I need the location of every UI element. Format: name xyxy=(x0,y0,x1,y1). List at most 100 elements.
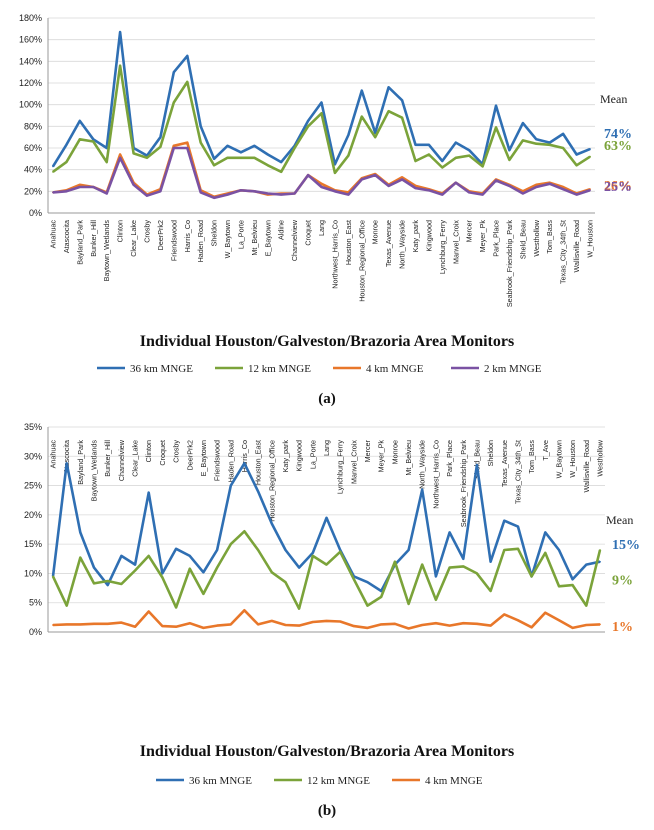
data-point-b-36km xyxy=(134,563,136,566)
data-point-a-36km xyxy=(105,147,108,149)
data-point-a-36km xyxy=(401,99,403,102)
data-point-a-12km xyxy=(280,170,283,173)
x-tick-label-a: Wallisville_Road xyxy=(572,220,581,272)
x-tick-label-b: Texas_Avenue xyxy=(500,440,509,487)
data-point-a-36km xyxy=(562,133,565,135)
x-tick-label-a: Northwest_Harris_Co xyxy=(330,220,339,289)
data-point-a-36km xyxy=(199,125,202,128)
data-point-b-4km xyxy=(134,625,136,628)
data-point-b-12km xyxy=(161,576,164,579)
data-point-a-36km xyxy=(92,138,95,141)
data-point-b-12km xyxy=(257,549,260,551)
x-tick-label-b: Anahuac xyxy=(49,440,58,469)
mean-value-a-36km: 74% xyxy=(604,127,632,142)
data-point-a-2km xyxy=(146,194,148,197)
mean-value-a-4km: 26% xyxy=(604,179,632,194)
data-point-b-36km xyxy=(93,566,95,569)
x-tick-label-a: Aldine xyxy=(277,220,286,240)
data-point-a-12km xyxy=(495,126,497,129)
y-tick-label-b: 25% xyxy=(24,481,42,491)
x-tick-label-b: Northwest_Harris_Co xyxy=(431,440,440,509)
x-tick-label-a: Houston_Regional_Office xyxy=(357,220,366,302)
data-point-a-2km xyxy=(226,193,229,196)
data-point-b-36km xyxy=(257,490,260,493)
data-point-b-4km xyxy=(325,619,328,622)
data-point-a-2km xyxy=(495,179,497,182)
data-point-a-36km xyxy=(441,160,444,162)
x-tick-label-a: Lynchburg_Ferry xyxy=(438,220,447,274)
x-tick-label-b: Clinton xyxy=(144,440,153,462)
data-point-b-36km xyxy=(571,578,574,581)
data-point-a-12km xyxy=(334,172,336,174)
x-tick-label-a: Anahuac xyxy=(49,220,58,249)
data-point-a-12km xyxy=(293,147,296,149)
data-point-a-36km xyxy=(213,157,216,160)
data-point-b-36km xyxy=(298,566,301,569)
data-point-b-12km xyxy=(229,543,232,546)
y-tick-label-a: 180% xyxy=(19,13,42,23)
data-point-b-4km xyxy=(599,623,601,626)
x-tick-label-a: Tom_Bass xyxy=(545,220,554,254)
y-tick-label-a: 120% xyxy=(19,78,42,88)
x-tick-label-b: Clear_Lake xyxy=(131,440,140,477)
data-point-a-36km xyxy=(508,149,511,152)
data-point-a-12km xyxy=(401,116,403,119)
mean-value-b-36km: 15% xyxy=(612,538,640,553)
data-point-b-36km xyxy=(79,531,82,534)
y-tick-label-b: 20% xyxy=(24,510,42,520)
data-point-a-2km xyxy=(468,191,471,194)
x-tick-label-b: Manvel_Croix xyxy=(349,440,358,484)
x-tick-label-b: Seabrook_Friendship_Park xyxy=(459,440,468,528)
x-tick-label-b: La_Porte xyxy=(308,440,317,469)
x-tick-label-a: Crosby xyxy=(142,220,151,243)
data-point-b-4km xyxy=(161,625,164,628)
data-point-b-12km xyxy=(352,578,355,581)
x-tick-label-b: Texas_City_34th_St xyxy=(513,440,522,504)
data-point-b-12km xyxy=(120,583,123,585)
y-tick-label-a: 60% xyxy=(24,143,42,153)
y-tick-label-b: 0% xyxy=(29,627,42,637)
y-tick-label-b: 30% xyxy=(24,451,42,461)
data-point-b-4km xyxy=(216,624,219,627)
data-point-a-12km xyxy=(307,125,309,128)
data-point-b-4km xyxy=(243,609,246,612)
data-point-b-12km xyxy=(311,554,314,557)
mean-value-a-2km: 25% xyxy=(604,180,632,195)
data-point-a-12km xyxy=(521,139,524,142)
data-point-a-2km xyxy=(213,196,216,199)
mean-value-b-12km: 9% xyxy=(612,573,633,588)
x-tick-label-a: Houston_East xyxy=(344,220,353,265)
data-point-b-12km xyxy=(339,550,342,553)
x-tick-label-a: Kingwood xyxy=(424,220,433,252)
data-point-a-2km xyxy=(159,190,162,193)
x-tick-label-b: Bayland_Park xyxy=(76,440,85,485)
series-line-a-12km xyxy=(52,64,591,175)
data-point-a-4km xyxy=(535,183,538,186)
data-point-a-36km xyxy=(253,144,256,147)
data-point-a-2km xyxy=(307,174,309,176)
data-point-b-12km xyxy=(79,556,82,559)
x-tick-label-b: W_Houston xyxy=(568,440,577,478)
data-point-b-4km xyxy=(462,622,465,625)
data-point-b-4km xyxy=(544,611,547,614)
data-point-b-36km xyxy=(476,464,478,466)
data-point-b-4km xyxy=(339,620,342,623)
x-tick-label-a: Katy_park xyxy=(411,220,420,253)
data-point-a-12km xyxy=(428,153,430,156)
data-point-b-36km xyxy=(243,462,246,465)
data-point-b-36km xyxy=(366,581,369,584)
x-tick-label-b: Sheld_Beau xyxy=(472,440,481,479)
data-point-a-2km xyxy=(280,193,283,196)
data-point-b-4km xyxy=(421,624,424,626)
data-point-b-4km xyxy=(106,622,109,625)
data-point-b-12km xyxy=(65,604,68,607)
data-point-a-12km xyxy=(186,81,189,83)
x-tick-label-a: Texas_City_34th_St xyxy=(559,220,568,284)
data-point-b-12km xyxy=(298,607,301,610)
data-point-a-36km xyxy=(334,163,336,166)
data-point-a-12km xyxy=(548,143,551,146)
x-tick-label-b: Kingwood xyxy=(295,440,304,472)
x-tick-label-a: Harris_Co xyxy=(183,220,192,252)
data-point-b-36km xyxy=(599,560,601,563)
legend-label-b-36km: 36 km MNGE xyxy=(189,775,252,787)
